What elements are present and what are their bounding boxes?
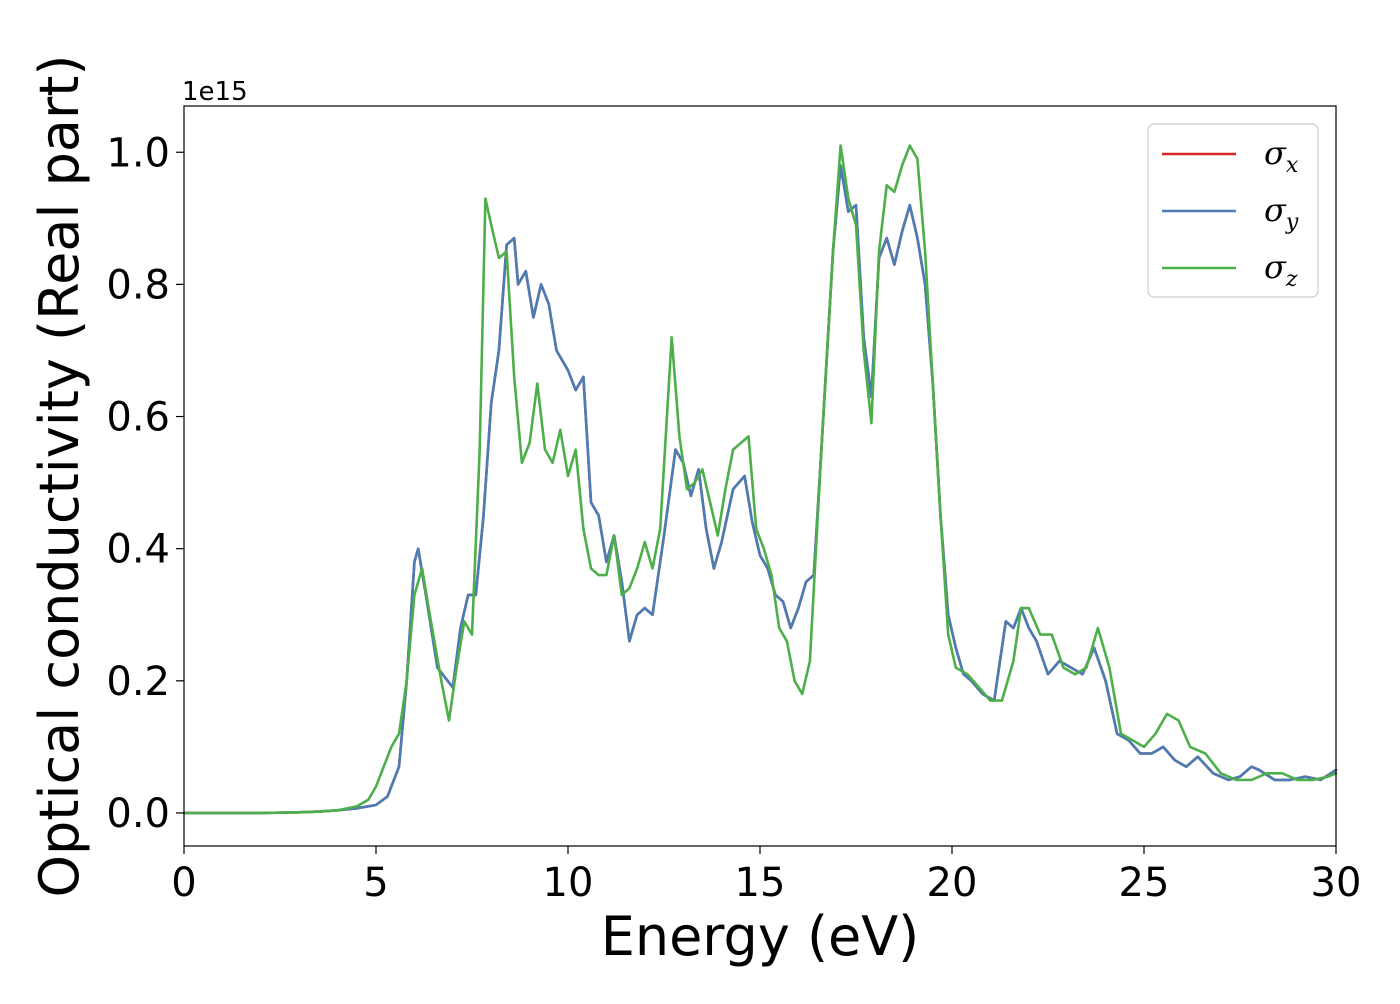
legend-symbol: σ [1264,248,1287,286]
legend-symbol: σ [1264,134,1287,172]
x-tick-label: 20 [927,860,978,906]
legend-subscript: x [1286,153,1299,178]
series-line-y [182,164,1338,815]
x-tick-label: 30 [1311,860,1362,906]
y-tick-label: 0.8 [106,262,170,308]
x-tick-label: 10 [543,860,594,906]
y-tick-label: 0.0 [106,791,170,837]
y-tick-label: 1.0 [106,130,170,176]
y-tick-label: 0.4 [106,527,170,573]
legend-label-z: σz [1264,248,1298,292]
y-tick-label: 0.6 [106,395,170,441]
legend-label-y: σy [1264,191,1299,235]
x-axis-title: Energy (eV) [601,905,920,968]
legend-subscript: z [1285,267,1298,292]
legend-symbol: σ [1264,191,1287,229]
x-tick-label: 5 [363,860,388,906]
series-line-z [182,144,1338,815]
x-tick-label: 15 [735,860,786,906]
y-offset-label: 1e15 [182,77,248,107]
y-axis-ticks: 0.0 0.2 0.4 0.6 0.8 1.0 [106,130,184,837]
series-layer [182,144,1338,815]
y-axis-title: Optical conductivity (Real part) [28,55,91,898]
plot-background [184,106,1336,846]
legend-label-x: σx [1264,134,1299,178]
x-tick-label: 0 [171,860,196,906]
y-tick-label: 0.2 [106,659,170,705]
legend-subscript: y [1285,210,1299,235]
x-axis-ticks: 0 5 10 15 20 25 30 [171,846,1361,906]
x-tick-label: 25 [1119,860,1170,906]
